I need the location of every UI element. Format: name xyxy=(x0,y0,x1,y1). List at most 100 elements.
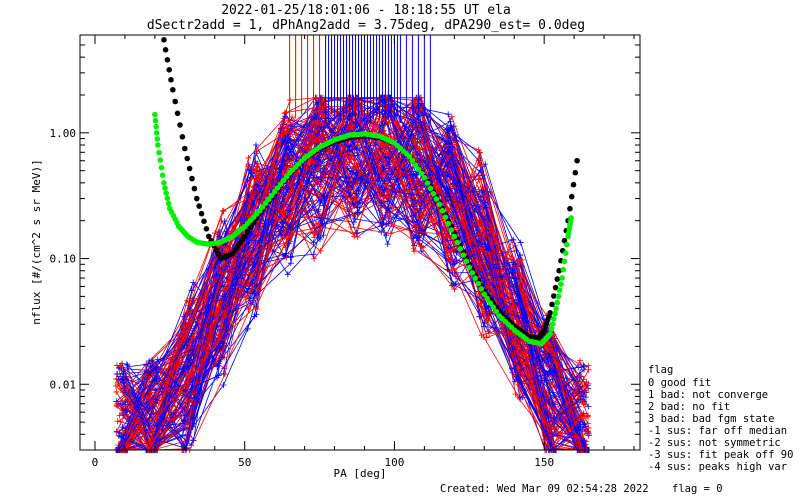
fit-black-dot xyxy=(549,301,555,308)
data-point-marker xyxy=(480,217,487,224)
data-point-marker xyxy=(311,234,318,241)
data-point-marker xyxy=(284,186,291,193)
data-point-marker xyxy=(486,262,493,269)
data-point-marker xyxy=(585,413,592,420)
data-point-marker xyxy=(420,230,427,237)
data-point-marker xyxy=(222,230,229,237)
data-point-marker xyxy=(284,163,291,170)
data-point-marker xyxy=(113,402,120,409)
data-point-marker xyxy=(477,167,484,174)
data-point-marker xyxy=(486,310,493,317)
data-point-marker xyxy=(548,425,555,432)
data-point-marker xyxy=(444,206,451,213)
data-point-marker xyxy=(216,233,223,240)
fit-green-dot xyxy=(460,252,467,258)
data-point-marker xyxy=(519,315,526,322)
data-point-marker xyxy=(245,154,252,161)
data-point-marker xyxy=(317,228,324,235)
data-point-marker xyxy=(115,432,122,439)
data-point-marker xyxy=(452,141,459,148)
data-point-marker xyxy=(354,234,361,241)
data-point-marker xyxy=(120,367,127,374)
data-point-marker xyxy=(182,329,189,336)
data-point-marker xyxy=(351,164,358,171)
plot-title-line2: dSectr2add = 1, dPhAng2add = 3.75deg, dP… xyxy=(147,18,585,33)
data-point-marker xyxy=(577,419,584,426)
fit-green-dot xyxy=(430,190,437,197)
data-point-marker xyxy=(252,141,259,148)
data-point-marker xyxy=(123,361,130,368)
data-point-marker xyxy=(514,258,521,265)
data-point-marker xyxy=(585,382,592,389)
fit-black-dot xyxy=(191,185,198,192)
data-point-marker xyxy=(319,97,326,104)
data-point-marker xyxy=(119,376,126,383)
data-point-marker xyxy=(382,153,389,160)
data-point-marker xyxy=(220,208,227,215)
fit-green-dot xyxy=(154,136,161,142)
data-point-marker xyxy=(184,382,191,389)
data-point-marker xyxy=(118,403,125,410)
data-point-marker xyxy=(443,252,450,259)
data-point-marker xyxy=(384,150,391,157)
data-point-marker xyxy=(482,199,489,206)
data-point-marker xyxy=(351,156,358,163)
data-point-marker xyxy=(221,293,228,300)
data-point-marker xyxy=(585,420,592,427)
fit-black-dot xyxy=(241,233,248,240)
y-tick-label: 1.00 xyxy=(50,127,77,140)
fit-black-dot xyxy=(215,251,222,257)
data-point-marker xyxy=(574,378,581,385)
data-point-marker xyxy=(420,210,427,217)
data-point-marker xyxy=(480,323,487,330)
data-point-marker xyxy=(452,280,459,287)
plot-frame xyxy=(79,34,641,451)
data-point-marker xyxy=(417,100,424,107)
data-point-marker xyxy=(281,113,288,120)
fit-green-dot xyxy=(158,164,165,171)
fit-green-dot xyxy=(478,286,485,292)
fit-green-dot xyxy=(412,162,419,168)
fit-green-dot xyxy=(152,111,158,118)
data-point-marker xyxy=(416,112,423,119)
fit-green-dot xyxy=(568,215,574,221)
data-point-marker xyxy=(549,381,556,388)
data-point-marker xyxy=(509,267,516,274)
data-point-marker xyxy=(387,230,394,237)
fit-black-dot xyxy=(162,47,169,53)
data-point-marker xyxy=(113,382,120,389)
data-point-marker xyxy=(150,403,157,410)
data-point-marker xyxy=(245,306,252,313)
axis-ticks: 0 50 100 150 0.01 0.10 1.00 xyxy=(50,34,640,469)
data-point-marker xyxy=(123,386,130,393)
data-point-marker xyxy=(250,262,257,269)
fit-green-dot xyxy=(256,207,263,214)
fit-green-dot xyxy=(153,123,159,130)
fit-green-dot xyxy=(454,239,461,246)
fit-black-dot xyxy=(179,134,186,140)
fit-black-dot xyxy=(186,165,193,172)
data-point-marker xyxy=(550,344,557,351)
y-axis-label: nflux [#/(cm^2 s sr MeV)] xyxy=(30,159,43,325)
data-point-marker xyxy=(483,334,490,341)
fit-black-dot xyxy=(170,87,176,93)
data-point-marker xyxy=(254,161,261,168)
data-point-marker xyxy=(320,193,327,200)
fit-green-dot xyxy=(262,200,269,206)
data-point-marker xyxy=(551,442,558,449)
data-point-marker xyxy=(378,189,385,196)
fit-green-dot xyxy=(277,181,284,187)
data-point-marker xyxy=(146,357,153,364)
fit-green-dot xyxy=(451,233,458,240)
fit-green-dot xyxy=(280,177,287,184)
data-point-marker xyxy=(312,155,319,162)
data-point-marker xyxy=(444,126,451,133)
data-point-marker xyxy=(144,369,151,376)
fit-green-dot xyxy=(487,300,494,306)
fit-green-dot xyxy=(406,153,413,160)
data-point-marker xyxy=(486,222,493,229)
fit-green-dot xyxy=(424,180,431,186)
fit-green-dot xyxy=(559,275,565,281)
fit-green-dot xyxy=(484,295,491,302)
data-point-marker xyxy=(251,313,258,320)
